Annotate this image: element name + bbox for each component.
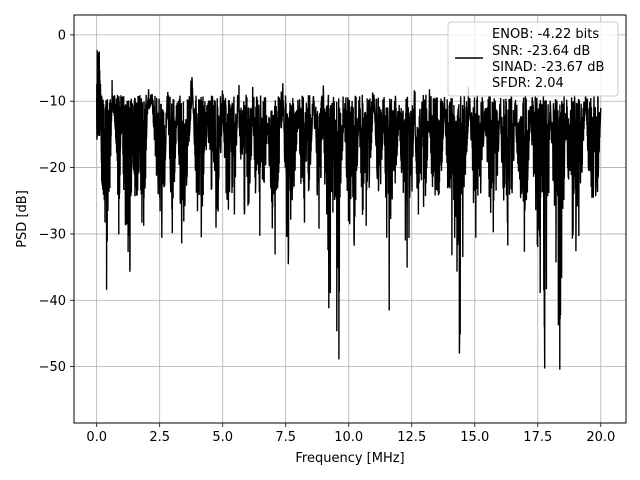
x-tick-label: 15.0 — [460, 430, 489, 445]
legend-sinad: SINAD: -23.67 dB — [492, 60, 604, 75]
x-axis-label: Frequency [MHz] — [295, 451, 404, 466]
y-tick-label: 0 — [58, 28, 66, 43]
psd-trace — [95, 50, 602, 370]
legend-sfdr: SFDR: 2.04 — [492, 76, 564, 91]
y-tick-label: −20 — [39, 161, 66, 176]
y-tick-label: −10 — [39, 95, 66, 110]
y-axis-ticks: 0 −10 −20 −30 −40 −50 — [39, 28, 74, 375]
psd-series-line — [95, 50, 602, 370]
legend-snr: SNR: -23.64 dB — [492, 44, 590, 59]
plot-frame — [73, 14, 627, 424]
x-tick-label: 20.0 — [586, 430, 615, 445]
legend: ENOB: -4.22 bits SNR: -23.64 dB SINAD: -… — [447, 21, 619, 97]
legend-box — [447, 21, 619, 97]
y-axis-label: PSD [dB] — [15, 190, 30, 248]
x-tick-label: 5.0 — [212, 430, 233, 445]
y-tick-label: −40 — [39, 294, 66, 309]
x-tick-label: 12.5 — [397, 430, 426, 445]
y-tick-label: −30 — [39, 227, 66, 242]
x-tick-label: 17.5 — [523, 430, 552, 445]
legend-enob: ENOB: -4.22 bits — [492, 27, 599, 42]
x-tick-label: 10.0 — [334, 430, 363, 445]
x-tick-label: 0.0 — [86, 430, 107, 445]
y-tick-label: −50 — [39, 360, 66, 375]
x-tick-label: 7.5 — [275, 430, 296, 445]
x-tick-label: 2.5 — [149, 430, 170, 445]
x-axis-ticks: 0.0 2.5 5.0 7.5 10.0 12.5 15.0 17.5 20.0 — [86, 423, 615, 445]
